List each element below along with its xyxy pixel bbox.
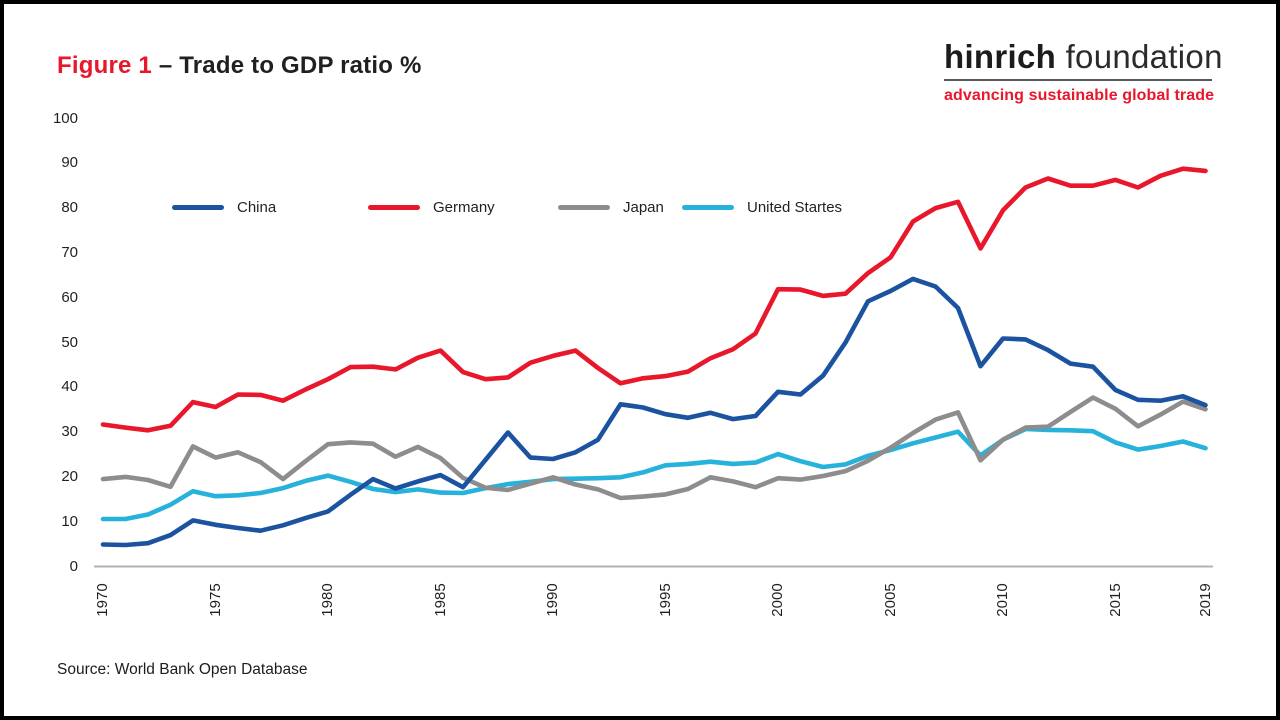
logo-wordmark: hinrich foundation <box>944 38 1222 75</box>
legend-label: China <box>237 198 277 216</box>
y-tick-label-50: 50 <box>61 333 78 351</box>
y-tick-label-80: 80 <box>61 199 78 217</box>
figure-label: Figure 1 <box>57 52 152 79</box>
hinrich-foundation-logo: hinrich foundation advancing sustainable… <box>944 38 1222 105</box>
series-line-united-startes <box>100 426 1208 522</box>
legend-label: Japan <box>623 198 664 216</box>
page-title: Figure 1 – Trade to GDP ratio % <box>57 52 422 80</box>
source-note: Source: World Bank Open Database <box>57 661 308 678</box>
legend-item-china: China <box>172 197 276 217</box>
logo-wordmark-regular: foundation <box>1065 38 1223 75</box>
y-tick-label-40: 40 <box>61 378 78 396</box>
y-tick-label-70: 70 <box>61 243 78 261</box>
legend-label: Germany <box>433 198 495 216</box>
logo-divider <box>944 78 1212 81</box>
legend-item-germany: Germany <box>368 197 495 217</box>
figure-title-text: – Trade to GDP ratio % <box>151 52 422 79</box>
y-tick-label-100: 100 <box>52 109 78 127</box>
y-tick-label-0: 0 <box>69 557 78 575</box>
series-line-china <box>100 276 1208 548</box>
legend-label: United Startes <box>747 198 843 216</box>
legend-swatch-japan <box>558 204 610 210</box>
series-line-germany <box>100 166 1208 433</box>
legend-swatch-china <box>172 204 224 210</box>
legend-swatch-germany <box>368 204 420 210</box>
y-tick-label-10: 10 <box>61 512 78 530</box>
y-tick-label-30: 30 <box>61 423 78 441</box>
logo-tagline: advancing sustainable global trade <box>944 86 1215 104</box>
series-line-japan <box>100 395 1208 501</box>
y-tick-label-20: 20 <box>61 467 78 485</box>
y-tick-label-90: 90 <box>61 154 78 172</box>
logo-wordmark-bold: hinrich <box>944 38 1057 75</box>
legend-item-united-startes: United Startes <box>682 197 842 217</box>
y-tick-label-60: 60 <box>61 288 78 306</box>
legend-swatch-united-startes <box>682 204 734 210</box>
legend-item-japan: Japan <box>558 197 664 217</box>
